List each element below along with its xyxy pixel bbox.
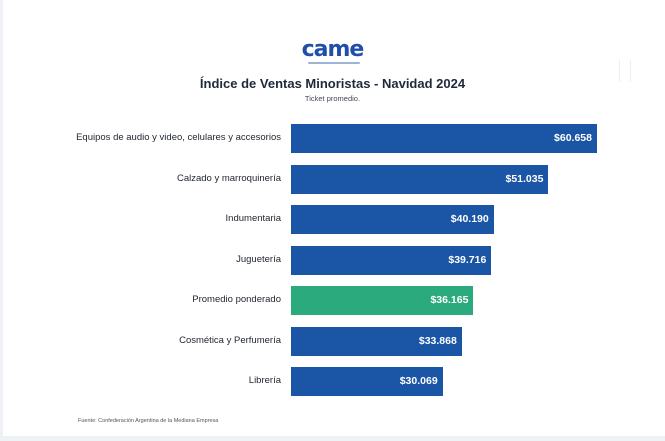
came-logo: came xyxy=(301,37,365,66)
category-label: Promedio ponderado xyxy=(192,294,281,305)
bar-value-label: $60.658 xyxy=(554,132,592,144)
category-label: Cosmética y Perfumería xyxy=(179,334,281,346)
logo-text: came xyxy=(301,37,365,62)
bar-4: $36.165 xyxy=(291,286,474,315)
logo-container: came xyxy=(0,37,665,71)
background-mark xyxy=(619,60,631,82)
category-label: Indumentaria xyxy=(225,213,281,224)
chart-subtitle: Ticket promedio. xyxy=(304,94,361,103)
bar-1: $51.035 xyxy=(291,164,549,194)
bar-5: $33.868 xyxy=(291,326,462,356)
bar-value-label: $33.868 xyxy=(418,334,457,347)
logo-tagline-mark xyxy=(307,62,360,64)
bar-value-label: $40.190 xyxy=(450,213,489,225)
bar-2: $40.190 xyxy=(291,205,494,234)
category-label: Librería xyxy=(248,375,281,386)
bar-6: $30.069 xyxy=(291,367,443,396)
category-label: Calzado y marroquinería xyxy=(176,172,281,184)
category-label: Equipos de audio y video, celulares y ac… xyxy=(76,132,281,143)
bar-value-label: $39.716 xyxy=(448,253,487,266)
category-label: Juguetería xyxy=(236,253,281,265)
bar-value-label: $36.165 xyxy=(430,294,469,306)
bar-value-label: $51.035 xyxy=(505,172,544,185)
bar-0: $60.658 xyxy=(291,124,597,153)
chart-title: Índice de Ventas Minoristas - Navidad 20… xyxy=(199,76,466,91)
source-note: Fuente: Confederación Argentina de la Me… xyxy=(78,418,219,424)
bar-value-label: $30.069 xyxy=(399,375,438,387)
bar-3: $39.716 xyxy=(291,245,492,275)
